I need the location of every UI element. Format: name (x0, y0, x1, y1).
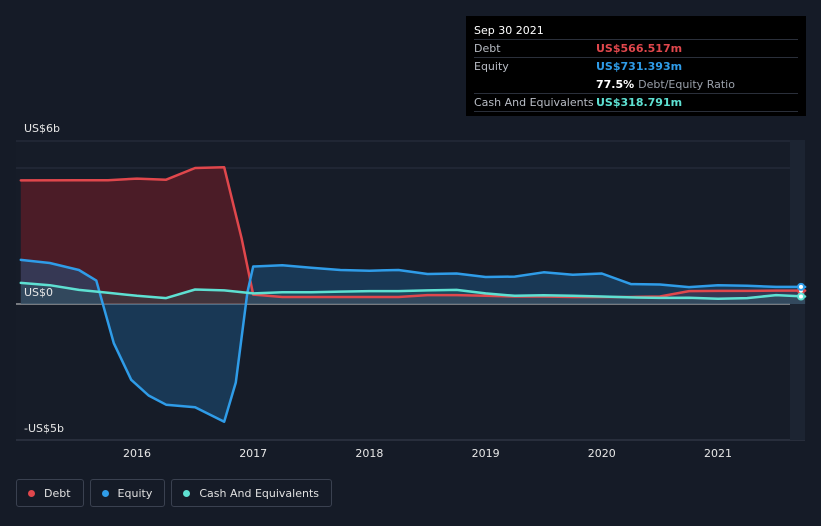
tooltip-value-equity: US$731.393m (596, 60, 683, 73)
legend-label-equity: Equity (117, 486, 153, 500)
line-cash-and-equivalents (19, 281, 807, 301)
tooltip-ratio-value: 77.5% (596, 78, 635, 91)
series-areas (20, 167, 806, 422)
legend-item-equity[interactable]: Equity (89, 479, 166, 507)
series-endpoints (797, 282, 805, 301)
series-lines (19, 166, 807, 423)
tooltip-value-cash: US$318.791m (596, 96, 683, 109)
tooltip-row-equity: Equity US$731.393m (474, 57, 798, 75)
tooltip-label: Equity (474, 60, 509, 73)
x-tick-label-2016: 2016 (123, 447, 151, 460)
legend-item-debt[interactable]: Debt (16, 479, 84, 507)
y-tick-label-top: US$6b (24, 122, 61, 135)
y-tick-label-zero: US$0 (24, 286, 54, 299)
tooltip-row-cash: Cash And Equivalents US$318.791m (474, 93, 798, 112)
tooltip-value-debt: US$566.517m (596, 42, 683, 55)
tooltip-ratio-label: Debt/Equity Ratio (638, 78, 735, 91)
endpoint-cash-and-equivalents (797, 292, 805, 301)
area-equity (20, 259, 806, 422)
legend-dot-icon (183, 489, 191, 497)
legend-label-cash: Cash And Equivalents (199, 486, 319, 500)
line-debt (19, 166, 807, 299)
y-tick-label-bottom: -US$5b (24, 422, 64, 435)
tooltip-row-ratio: 77.5% Debt/Equity Ratio (474, 75, 798, 93)
legend-dot-icon (101, 489, 109, 497)
legend-label-debt: Debt (44, 486, 71, 500)
legend-dot-icon (28, 489, 35, 497)
legend: Debt Equity Cash And Equivalents (16, 479, 332, 507)
x-tick-label-2020: 2020 (587, 447, 616, 460)
line-equity (19, 258, 807, 423)
area-cash-and-equivalents (20, 282, 806, 304)
x-tick-label-2017: 2017 (239, 447, 268, 460)
tooltip-label: Cash And Equivalents (474, 96, 594, 109)
legend-item-cash[interactable]: Cash And Equivalents (171, 479, 332, 507)
tooltip-date: Sep 30 2021 (474, 24, 544, 37)
endpoint-equity (797, 282, 805, 291)
tooltip: Sep 30 2021 Debt US$566.517m Equity US$7… (466, 16, 806, 116)
tooltip-row-debt: Debt US$566.517m (474, 39, 798, 57)
x-tick-label-2021: 2021 (704, 447, 732, 460)
x-tick-label-2018: 2018 (355, 447, 384, 460)
area-debt (20, 167, 806, 304)
x-tick-label-2019: 2019 (471, 447, 500, 460)
tooltip-label: Debt (474, 42, 501, 55)
